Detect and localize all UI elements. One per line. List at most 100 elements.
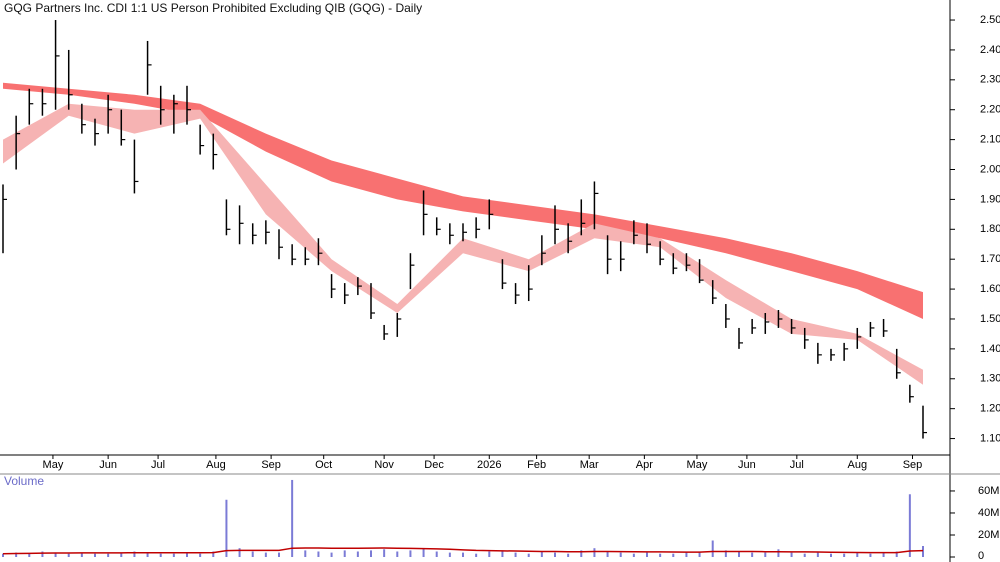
volume-bar [540, 551, 543, 557]
y-tick-label: 2.50 [980, 14, 1000, 26]
x-tick-label: May [687, 459, 708, 471]
volume-bar [580, 550, 583, 557]
volume-bar [659, 553, 662, 557]
volume-bar [672, 553, 675, 557]
volume-bar [54, 552, 57, 557]
volume-bar [448, 552, 451, 557]
volume-bar [619, 552, 622, 557]
volume-bar [343, 550, 346, 557]
y-tick-label: 2.40 [980, 44, 1000, 56]
volume-bar [711, 540, 714, 557]
volume-bar [777, 549, 780, 557]
ma-band [3, 82, 923, 319]
volume-bar [501, 550, 504, 557]
volume-bar [317, 551, 320, 557]
x-tick-label: Apr [636, 459, 653, 471]
volume-bar [816, 552, 819, 557]
x-tick-label: May [43, 459, 64, 471]
volume-bar [28, 553, 31, 557]
volume-bar [554, 552, 556, 557]
volume-bar [278, 552, 280, 557]
x-tick-label: Nov [374, 459, 394, 471]
volume-bar [790, 552, 793, 557]
x-tick-label: Aug [206, 459, 226, 471]
y-tick-label: 1.20 [980, 403, 1000, 415]
y-tick-label: 1.30 [980, 373, 1000, 385]
volume-bar [593, 548, 596, 557]
volume-bar [107, 553, 110, 557]
volume-bar [698, 552, 701, 557]
volume-bar [356, 551, 359, 557]
x-tick-label: Dec [424, 459, 444, 471]
y-tick-label: 1.60 [980, 283, 1000, 295]
volume-bar [646, 552, 648, 557]
volume-bar [396, 551, 399, 557]
y-tick-label: 2.30 [980, 74, 1000, 86]
volume-bar [291, 479, 294, 557]
volume-bar [895, 551, 898, 557]
volume-bar [251, 551, 254, 557]
y-tick-label: 0 [978, 550, 984, 562]
volume-bar [67, 553, 70, 557]
x-tick-label: Sep [903, 459, 923, 471]
volume-bar [264, 552, 267, 557]
volume-bar [422, 548, 425, 557]
volume-bar [724, 550, 727, 557]
x-tick-label: 2026 [477, 459, 501, 471]
volume-bar [15, 552, 18, 557]
y-tick-label: 2.00 [980, 163, 1000, 175]
x-tick-label: Jul [151, 459, 165, 471]
volume-bar [869, 553, 872, 557]
volume-bar [764, 552, 767, 557]
y-tick-label: 2.10 [980, 134, 1000, 146]
volume-bar [330, 552, 333, 557]
volume-bar [514, 552, 517, 557]
volume-bar [409, 550, 412, 557]
volume-bar [199, 553, 202, 557]
y-tick-label: 1.80 [980, 223, 1000, 235]
volume-bar [922, 545, 924, 557]
volume-bar [212, 551, 215, 557]
volume-bar [475, 553, 478, 557]
volume-title: Volume [4, 474, 44, 488]
x-tick-label: Aug [847, 459, 867, 471]
volume-bar [632, 553, 635, 557]
volume-bar [2, 553, 4, 557]
volume-bar [606, 551, 609, 557]
volume-bar [159, 553, 162, 557]
x-tick-label: Jul [790, 459, 804, 471]
y-tick-label: 40M [978, 507, 999, 519]
x-tick-label: Oct [315, 459, 332, 471]
x-tick-label: Sep [261, 459, 281, 471]
volume-bar [527, 553, 530, 557]
x-tick-label: Jun [738, 459, 756, 471]
x-tick-label: Mar [580, 459, 599, 471]
volume-average [2, 547, 924, 555]
y-tick-label: 2.20 [980, 104, 1000, 116]
volume-bar [80, 552, 83, 557]
volume-bar [751, 552, 754, 557]
volume-bar [488, 551, 491, 557]
volume-bar [462, 552, 464, 557]
volume-bar [856, 552, 859, 557]
y-tick-label: 1.90 [980, 193, 1000, 205]
volume-bar [225, 499, 228, 557]
volume-bar [685, 552, 688, 557]
y-tick-label: 20M [978, 529, 999, 541]
volume-bar [383, 549, 386, 557]
volume-bar [882, 552, 885, 557]
volume-bar [94, 553, 96, 557]
y-tick-label: 60M [978, 485, 999, 497]
volume-bar [41, 551, 44, 557]
y-tick-label: 1.40 [980, 343, 1000, 355]
x-tick-label: Jun [99, 459, 117, 471]
volume-bar [238, 548, 241, 557]
volume-bar [120, 552, 123, 557]
volume-bar [133, 551, 136, 557]
volume-bar [186, 552, 188, 557]
x-tick-label: Feb [527, 459, 546, 471]
volume-bar [567, 553, 570, 557]
volume-bar [908, 494, 911, 557]
volume-bar [843, 553, 846, 557]
